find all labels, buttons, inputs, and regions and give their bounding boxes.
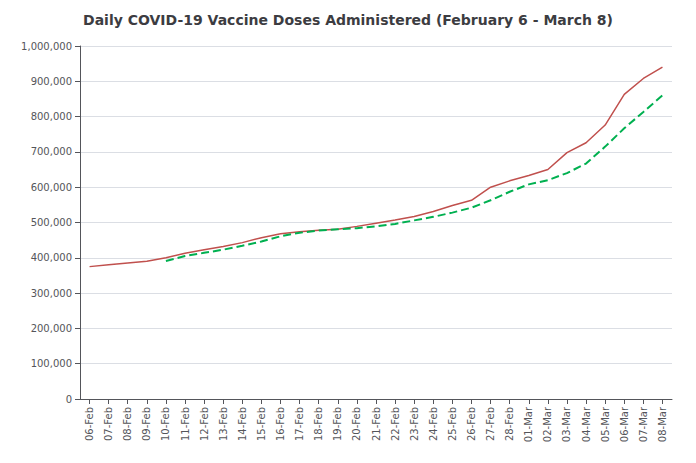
svg-text:500,000: 500,000	[31, 217, 72, 228]
svg-text:300,000: 300,000	[31, 288, 72, 299]
svg-text:04-Mar: 04-Mar	[581, 406, 592, 442]
svg-text:700,000: 700,000	[31, 146, 72, 157]
svg-text:10-Feb: 10-Feb	[160, 407, 171, 441]
svg-text:17-Feb: 17-Feb	[294, 407, 305, 441]
svg-text:800,000: 800,000	[31, 111, 72, 122]
svg-text:08-Feb: 08-Feb	[122, 407, 133, 441]
svg-text:16-Feb: 16-Feb	[275, 407, 286, 441]
svg-text:07-Mar: 07-Mar	[638, 406, 649, 442]
svg-text:1,000,000: 1,000,000	[21, 41, 72, 52]
svg-text:07-Feb: 07-Feb	[103, 407, 114, 441]
svg-text:02-Mar: 02-Mar	[542, 406, 553, 442]
svg-text:03-Mar: 03-Mar	[561, 406, 572, 442]
svg-text:21-Feb: 21-Feb	[371, 407, 382, 441]
svg-text:25-Feb: 25-Feb	[447, 407, 458, 441]
svg-text:28-Feb: 28-Feb	[504, 407, 515, 441]
svg-text:100,000: 100,000	[31, 358, 72, 369]
svg-text:600,000: 600,000	[31, 182, 72, 193]
svg-text:900,000: 900,000	[31, 76, 72, 87]
svg-text:0: 0	[66, 394, 72, 405]
svg-text:13-Feb: 13-Feb	[218, 407, 229, 441]
svg-text:05-Mar: 05-Mar	[600, 406, 611, 442]
svg-text:200,000: 200,000	[31, 323, 72, 334]
svg-text:11-Feb: 11-Feb	[180, 407, 191, 441]
svg-text:09-Feb: 09-Feb	[141, 407, 152, 441]
svg-text:01-Mar: 01-Mar	[523, 406, 534, 442]
svg-text:15-Feb: 15-Feb	[256, 407, 267, 441]
svg-text:Daily COVID-19 Vaccine Doses A: Daily COVID-19 Vaccine Doses Administere…	[83, 12, 613, 28]
svg-text:18-Feb: 18-Feb	[313, 407, 324, 441]
svg-text:400,000: 400,000	[31, 252, 72, 263]
svg-text:27-Feb: 27-Feb	[485, 407, 496, 441]
svg-text:14-Feb: 14-Feb	[237, 407, 248, 441]
svg-text:22-Feb: 22-Feb	[390, 407, 401, 441]
svg-text:24-Feb: 24-Feb	[428, 407, 439, 441]
svg-text:06-Feb: 06-Feb	[84, 407, 95, 441]
svg-text:20-Feb: 20-Feb	[351, 407, 362, 441]
svg-text:19-Feb: 19-Feb	[332, 407, 343, 441]
svg-text:26-Feb: 26-Feb	[466, 407, 477, 441]
svg-text:08-Mar: 08-Mar	[657, 406, 668, 442]
svg-text:23-Feb: 23-Feb	[409, 407, 420, 441]
svg-text:12-Feb: 12-Feb	[199, 407, 210, 441]
svg-text:06-Mar: 06-Mar	[619, 406, 630, 442]
